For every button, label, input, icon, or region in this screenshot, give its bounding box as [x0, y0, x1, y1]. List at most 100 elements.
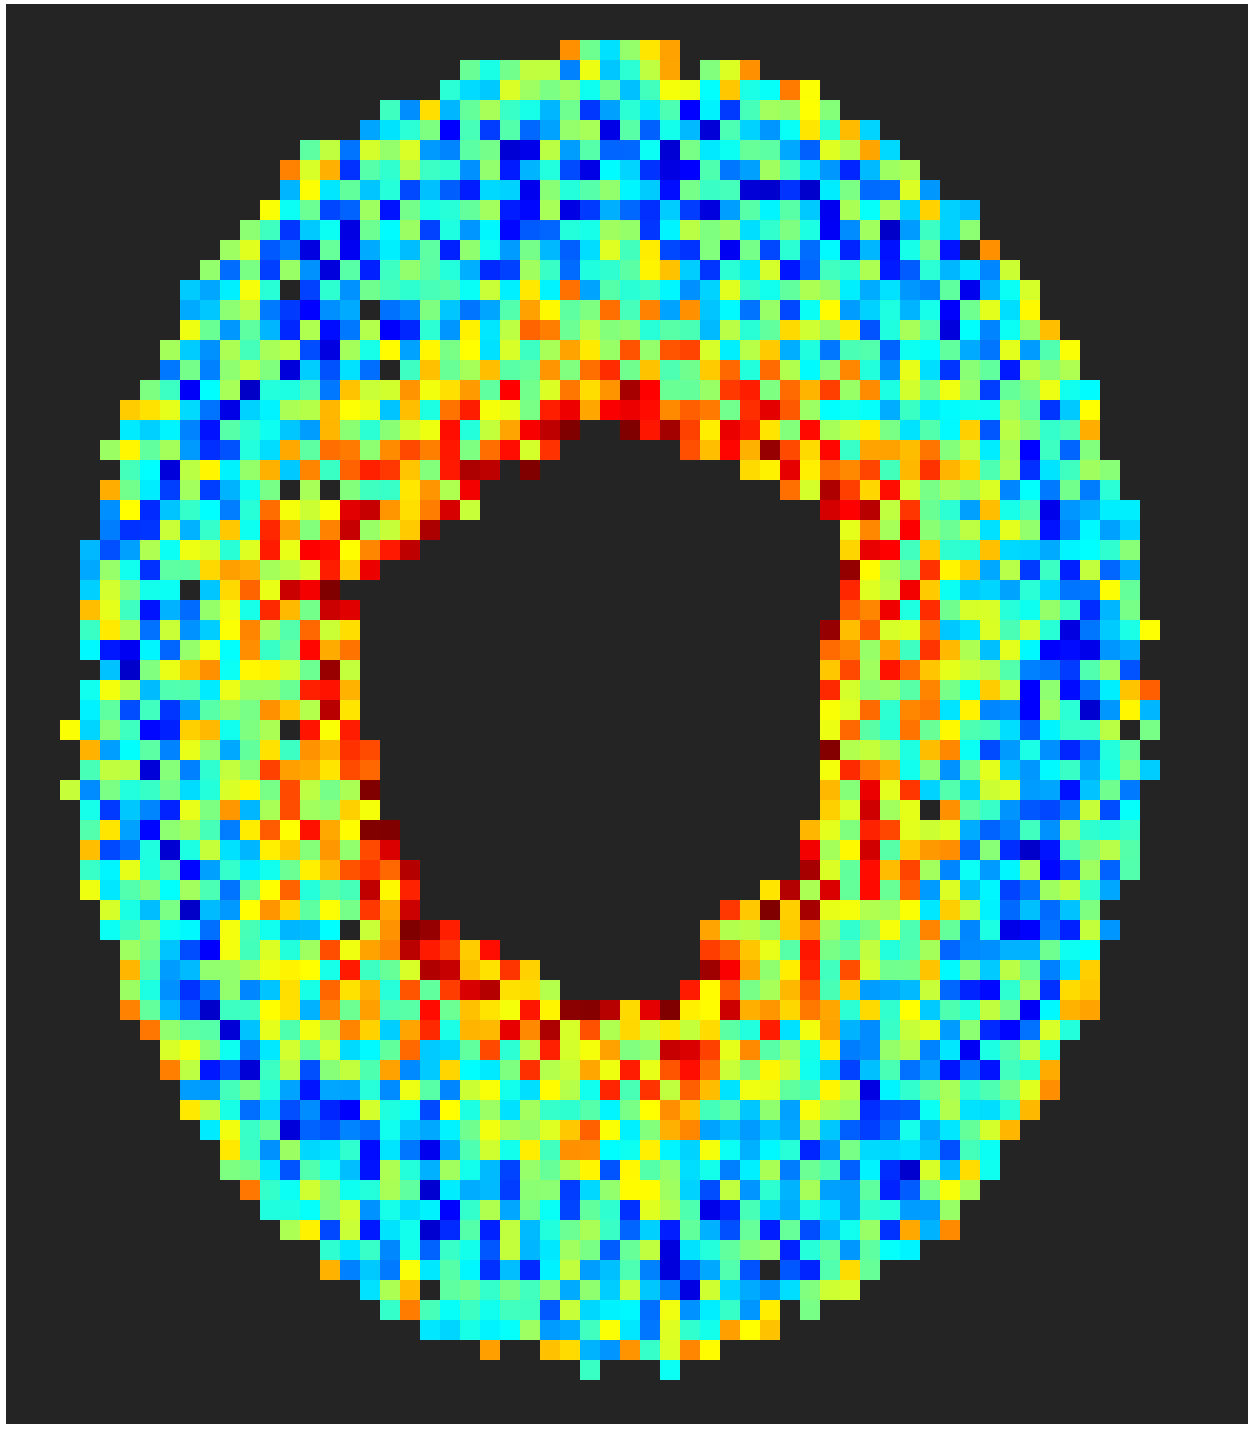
pixel	[900, 1000, 920, 1020]
pixel	[640, 340, 660, 360]
pixel	[300, 820, 320, 840]
pixel	[840, 340, 860, 360]
pixel	[1060, 400, 1080, 420]
pixel	[900, 1240, 920, 1260]
pixel	[680, 1020, 700, 1040]
pixel	[720, 100, 740, 120]
pixel	[660, 360, 680, 380]
pixel	[660, 1280, 680, 1300]
pixel	[720, 1220, 740, 1240]
pixel	[1060, 780, 1080, 800]
pixel	[580, 140, 600, 160]
pixel	[1120, 760, 1140, 780]
pixel	[900, 900, 920, 920]
pixel	[720, 380, 740, 400]
pixel	[860, 1000, 880, 1020]
pixel	[1060, 720, 1080, 740]
pixel	[480, 140, 500, 160]
pixel	[940, 620, 960, 640]
pixel	[1040, 820, 1060, 840]
pixel	[440, 80, 460, 100]
pixel	[380, 220, 400, 240]
pixel	[180, 1000, 200, 1020]
pixel	[700, 1340, 720, 1360]
pixel	[280, 820, 300, 840]
pixel	[1120, 560, 1140, 580]
pixel	[160, 600, 180, 620]
pixel	[280, 840, 300, 860]
pixel	[880, 180, 900, 200]
pixel	[280, 560, 300, 580]
pixel	[180, 480, 200, 500]
pixel	[880, 260, 900, 280]
pixel	[80, 780, 100, 800]
pixel	[940, 1020, 960, 1040]
pixel	[480, 1140, 500, 1160]
pixel	[860, 840, 880, 860]
pixel	[440, 1020, 460, 1040]
pixel	[180, 560, 200, 580]
pixel	[820, 620, 840, 640]
pixel	[820, 1020, 840, 1040]
pixel	[260, 740, 280, 760]
pixel	[880, 440, 900, 460]
pixel	[480, 440, 500, 460]
pixel	[540, 1260, 560, 1280]
pixel	[260, 940, 280, 960]
pixel	[340, 220, 360, 240]
pixel	[420, 140, 440, 160]
pixel	[1060, 920, 1080, 940]
pixel	[840, 840, 860, 860]
pixel	[340, 500, 360, 520]
pixel	[860, 180, 880, 200]
pixel	[360, 1060, 380, 1080]
pixel	[320, 160, 340, 180]
pixel	[360, 1080, 380, 1100]
pixel	[620, 180, 640, 200]
pixel	[800, 360, 820, 380]
pixel	[140, 420, 160, 440]
pixel	[300, 640, 320, 660]
pixel	[380, 200, 400, 220]
pixel	[680, 340, 700, 360]
pixel	[360, 120, 380, 140]
pixel	[1080, 480, 1100, 500]
pixel	[520, 1320, 540, 1340]
pixel	[560, 1200, 580, 1220]
pixel	[940, 580, 960, 600]
pixel	[1020, 520, 1040, 540]
pixel	[240, 1040, 260, 1060]
pixel	[320, 620, 340, 640]
pixel	[300, 900, 320, 920]
pixel	[160, 780, 180, 800]
pixel	[460, 960, 480, 980]
pixel	[620, 280, 640, 300]
pixel	[460, 1280, 480, 1300]
pixel	[880, 600, 900, 620]
pixel	[960, 400, 980, 420]
pixel	[1100, 560, 1120, 580]
pixel	[840, 640, 860, 660]
pixel	[300, 940, 320, 960]
pixel	[660, 1100, 680, 1120]
pixel	[900, 680, 920, 700]
pixel	[840, 940, 860, 960]
pixel	[220, 1160, 240, 1180]
pixel	[720, 1200, 740, 1220]
pixel	[120, 700, 140, 720]
pixel	[520, 980, 540, 1000]
pixel	[660, 80, 680, 100]
pixel	[400, 360, 420, 380]
pixel	[860, 500, 880, 520]
pixel	[640, 1160, 660, 1180]
pixel	[1140, 760, 1160, 780]
pixel	[260, 1160, 280, 1180]
pixel	[420, 1060, 440, 1080]
pixel	[680, 1340, 700, 1360]
pixel	[320, 260, 340, 280]
pixel	[720, 940, 740, 960]
pixel	[440, 1100, 460, 1120]
pixel	[820, 320, 840, 340]
pixel	[180, 740, 200, 760]
pixel	[220, 1000, 240, 1020]
